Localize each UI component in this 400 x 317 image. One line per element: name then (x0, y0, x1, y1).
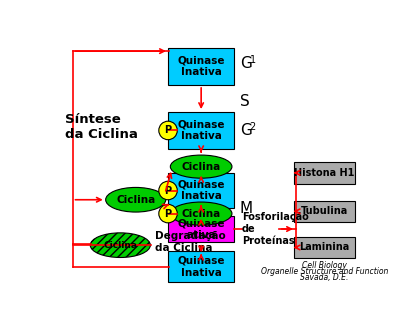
Ellipse shape (170, 155, 232, 178)
Text: Tubulina: Tubulina (301, 206, 348, 216)
Text: Histona H1: Histona H1 (294, 168, 354, 178)
Circle shape (159, 204, 177, 223)
Text: Quinase
Inativa: Quinase Inativa (178, 180, 225, 201)
Text: 1: 1 (250, 55, 256, 65)
Circle shape (159, 181, 177, 200)
FancyBboxPatch shape (168, 216, 234, 243)
Text: P: P (164, 185, 172, 196)
Text: Ciclina: Ciclina (103, 241, 137, 250)
Ellipse shape (106, 187, 166, 212)
Text: Degradação
da Ciclina: Degradação da Ciclina (155, 231, 226, 253)
Text: Ciclina: Ciclina (116, 195, 155, 205)
FancyBboxPatch shape (168, 251, 234, 282)
Text: Ciclina: Ciclina (182, 209, 221, 219)
Text: Quinase
Inativa: Quinase Inativa (178, 256, 225, 277)
FancyBboxPatch shape (168, 112, 234, 149)
Text: Savada, D.E.: Savada, D.E. (300, 273, 348, 282)
Text: Quinase
Inativa: Quinase Inativa (178, 56, 225, 77)
Ellipse shape (170, 202, 232, 225)
Text: 2: 2 (250, 122, 256, 132)
Text: Organelle Structure and Function: Organelle Structure and Function (261, 267, 388, 276)
Text: Síntese
da Ciclina: Síntese da Ciclina (65, 113, 138, 141)
Text: Ciclina: Ciclina (182, 162, 221, 171)
FancyBboxPatch shape (294, 162, 355, 184)
FancyBboxPatch shape (294, 237, 355, 258)
Text: G: G (240, 56, 252, 71)
FancyBboxPatch shape (168, 48, 234, 85)
Text: Fosforilação
de
Proteínas: Fosforilação de Proteínas (242, 212, 309, 246)
FancyBboxPatch shape (168, 173, 234, 208)
Text: M: M (240, 202, 253, 217)
Text: S: S (240, 94, 250, 109)
Text: Cell Biology: Cell Biology (302, 261, 347, 270)
Text: Laminina: Laminina (299, 243, 350, 252)
FancyBboxPatch shape (294, 201, 355, 222)
Text: G: G (240, 123, 252, 138)
Ellipse shape (90, 233, 150, 257)
Circle shape (159, 121, 177, 140)
Text: Quinase
Inativa: Quinase Inativa (178, 120, 225, 141)
Text: P: P (164, 126, 172, 135)
Text: P: P (164, 209, 172, 219)
Text: Quinase
ativa: Quinase ativa (178, 218, 225, 240)
